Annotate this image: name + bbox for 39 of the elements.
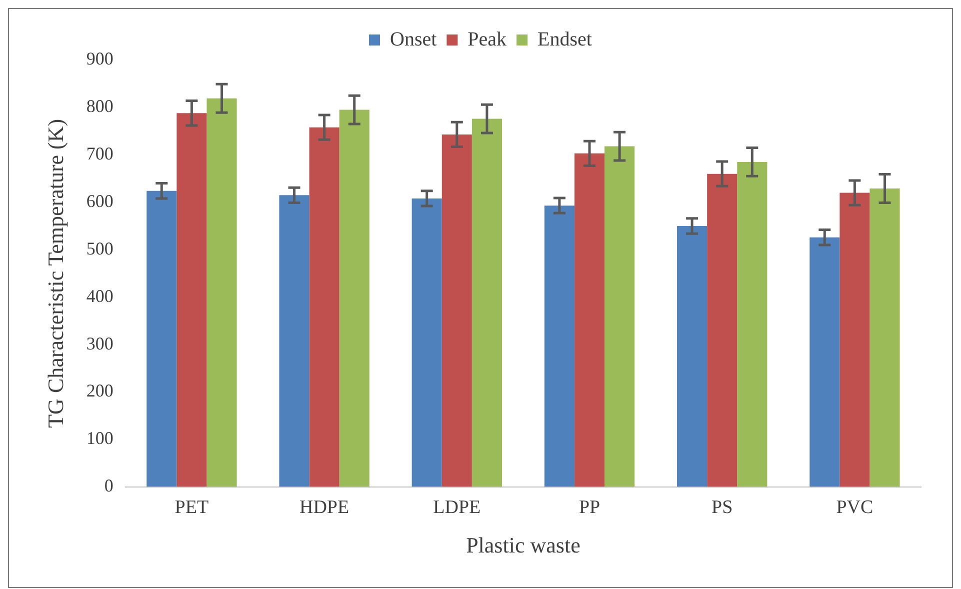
bar — [176, 113, 207, 487]
bar — [146, 190, 177, 487]
x-tick-label: PP — [578, 497, 600, 518]
y-tick-label: 200 — [86, 380, 114, 401]
bar — [472, 118, 502, 487]
bar — [840, 192, 870, 487]
x-axis-title: Plastic waste — [466, 532, 580, 558]
bar — [339, 110, 370, 487]
bar — [544, 206, 574, 487]
bar — [206, 98, 237, 487]
y-tick-label: 900 — [86, 48, 114, 69]
y-tick-label: 0 — [104, 476, 114, 496]
y-tick-label: 300 — [86, 333, 114, 354]
x-tick-label: LDPE — [433, 497, 481, 518]
y-tick-label: 400 — [86, 286, 114, 306]
bar — [442, 134, 472, 487]
y-axis-title: TG Characteristic Temperature (K) — [42, 118, 68, 428]
x-tick-label: HDPE — [299, 497, 350, 518]
y-tick-label: 600 — [86, 191, 114, 211]
legend-label: Peak — [468, 28, 507, 50]
legend-label: Onset — [390, 28, 438, 50]
bar — [604, 146, 635, 487]
y-tick-label: 800 — [86, 96, 114, 116]
y-tick-label: 700 — [86, 144, 114, 164]
bar — [309, 127, 340, 487]
bar — [810, 237, 840, 487]
bar — [870, 188, 900, 487]
bar — [707, 174, 738, 487]
y-tick-label: 100 — [86, 428, 114, 448]
bar — [279, 195, 310, 487]
bar — [737, 162, 768, 487]
x-tick-label: PS — [712, 497, 733, 518]
bar — [412, 198, 442, 487]
bar — [677, 226, 708, 487]
bar — [574, 153, 605, 487]
y-tick-label: 500 — [86, 238, 114, 258]
legend-label: Endset — [538, 28, 592, 50]
x-tick-label: PVC — [836, 497, 874, 518]
x-tick-label: PET — [174, 497, 209, 518]
